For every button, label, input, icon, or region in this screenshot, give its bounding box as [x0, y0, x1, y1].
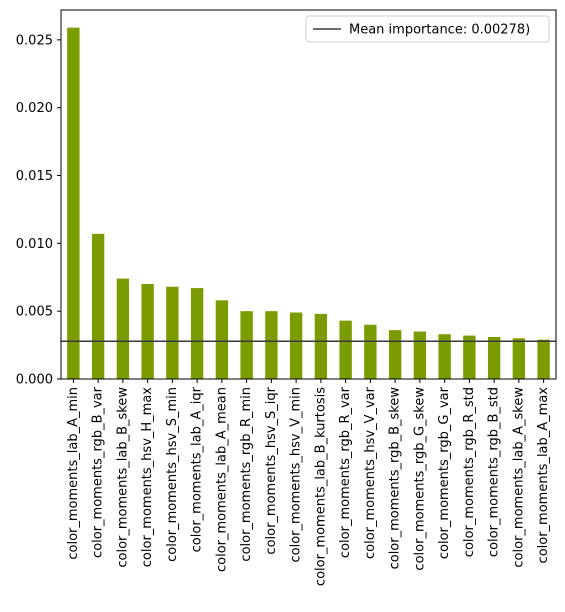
bar-color_moments_lab_A_skew — [512, 338, 526, 379]
x-tick-label: color_moments_lab_B_skew — [115, 387, 130, 568]
bar-color_moments_hsv_S_iqr — [265, 311, 278, 379]
x-tick-label: color_moments_hsv_H_max — [140, 387, 155, 568]
x-tick-label: color_moments_lab_A_min — [66, 387, 81, 560]
x-tick-label: color_moments_hsv_S_iqr — [264, 386, 279, 554]
axes-frame — [60, 9, 557, 380]
legend-box — [305, 15, 550, 43]
bar-color_moments_rgb_B_var — [91, 233, 105, 379]
bar-color_moments_rgb_B_skew — [388, 330, 402, 379]
x-tick-label: color_moments_rgb_B_std — [487, 387, 502, 557]
bar-color_moments_hsv_V_var — [364, 324, 377, 379]
legend: Mean importance: 0.00278) — [305, 15, 550, 43]
x-tick-label: color_moments_lab_A_max — [536, 387, 551, 564]
x-tick-label: color_moments_rgb_B_var — [91, 386, 106, 558]
y-tick-label: 0.025 — [16, 33, 53, 48]
x-tick-label: color_moments_lab_A_skew — [511, 387, 526, 568]
y-tick-label: 0.020 — [16, 101, 53, 116]
x-axis-ticks: color_moments_lab_A_min color_moments_rgb… — [66, 379, 551, 586]
x-tick-label: color_moments_rgb_G_var — [437, 386, 452, 559]
x-tick-label: color_moments_hsv_S_min — [165, 387, 180, 562]
y-axis-ticks: 0.000 0.005 0.010 0.015 0.020 0.025 — [16, 33, 61, 388]
y-tick-label: 0.010 — [16, 237, 53, 252]
bar-color_moments_lab_B_skew — [116, 278, 130, 379]
bar-color_moments_lab_A_min — [67, 27, 80, 380]
y-tick-label: 0.005 — [16, 305, 53, 320]
bar-color_moments_rgb_B_std — [487, 336, 501, 379]
x-tick-label: color_moments_lab_A_mean — [214, 387, 229, 572]
bar-color_moments_lab_B_kurtosis — [314, 313, 328, 379]
bar-color_moments_lab_A_max — [537, 339, 550, 379]
x-tick-label: color_moments_hsv_V_min — [289, 387, 304, 563]
bar-color_moments_rgb_G_skew — [413, 331, 427, 379]
y-tick-label: 0.000 — [16, 373, 53, 388]
x-tick-label: color_moments_rgb_G_skew — [412, 387, 427, 571]
bar-color_moments_hsv_S_min — [166, 286, 179, 379]
bar-color_moments_rgb_R_var — [339, 320, 352, 379]
bar-color_moments_lab_A_mean — [215, 300, 229, 379]
y-tick-label: 0.015 — [16, 169, 53, 184]
bar-color_moments_rgb_R_std — [463, 335, 476, 379]
x-tick-label: color_moments_hsv_V_var — [363, 386, 378, 559]
x-tick-label: color_moments_rgb_R_min — [239, 387, 254, 562]
x-tick-label: color_moments_lab_A_iqr — [190, 386, 205, 552]
legend-label: Mean importance: 0.00278) — [349, 23, 530, 38]
bar-color_moments_hsv_H_max — [141, 284, 154, 379]
x-tick-label: color_moments_rgb_R_var — [338, 386, 353, 558]
bar-color_moments_lab_A_iqr — [190, 288, 204, 379]
bar-color_moments_rgb_G_var — [438, 334, 451, 379]
bar-color_moments_rgb_R_min — [240, 311, 253, 379]
x-tick-label: color_moments_lab_B_kurtosis — [313, 387, 328, 586]
x-tick-label: color_moments_rgb_B_skew — [388, 387, 403, 570]
x-tick-label: color_moments_rgb_R_std — [462, 387, 477, 557]
bars-group — [67, 27, 550, 380]
bar-color_moments_hsv_V_min — [289, 312, 303, 379]
